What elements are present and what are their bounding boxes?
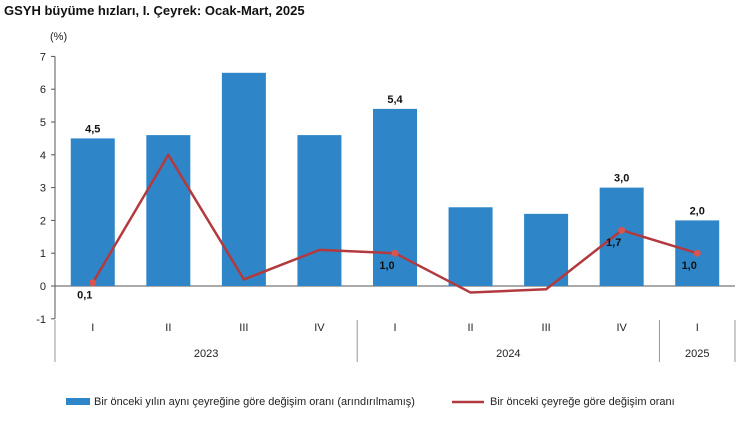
x-tick-label: II bbox=[467, 322, 473, 334]
line-data-label: 1,0 bbox=[379, 260, 394, 272]
legend-line-label: Bir önceki çeyreğe göre değişim oranı bbox=[490, 396, 675, 408]
bar bbox=[524, 213, 569, 286]
bar bbox=[448, 207, 493, 286]
y-axis-label: (%) bbox=[50, 31, 67, 43]
legend-bar-label: Bir önceki yılın aynı çeyreğine göre değ… bbox=[94, 396, 415, 408]
chart-title: GSYH büyüme hızları, I. Çeyrek: Ocak-Mar… bbox=[4, 3, 305, 18]
y-tick-label: 1 bbox=[40, 248, 46, 260]
bar bbox=[599, 187, 644, 286]
legend-bar-swatch bbox=[66, 398, 90, 405]
year-label: 2024 bbox=[496, 348, 520, 360]
bar-data-label: 5,4 bbox=[387, 94, 403, 106]
x-tick-label: IV bbox=[314, 322, 325, 334]
year-label: 2023 bbox=[194, 348, 218, 360]
line-data-label: 0,1 bbox=[77, 290, 92, 302]
line-data-label: 1,7 bbox=[606, 237, 621, 249]
year-label: 2025 bbox=[685, 348, 709, 360]
bar bbox=[146, 135, 191, 286]
y-tick-label: -1 bbox=[36, 314, 46, 326]
x-tick-label: III bbox=[239, 322, 248, 334]
line-point bbox=[391, 249, 399, 257]
line-point bbox=[618, 226, 626, 234]
y-tick-label: 5 bbox=[40, 117, 46, 129]
bar bbox=[221, 72, 266, 286]
line-data-label: 1,0 bbox=[682, 260, 697, 272]
bar-data-label: 3,0 bbox=[614, 173, 629, 185]
y-tick-label: 4 bbox=[40, 150, 46, 162]
x-tick-label: IV bbox=[616, 322, 627, 334]
x-tick-label: III bbox=[542, 322, 551, 334]
y-tick-label: 6 bbox=[40, 84, 46, 96]
line-point bbox=[89, 279, 97, 287]
y-tick-label: 3 bbox=[40, 183, 46, 195]
line-point bbox=[693, 249, 701, 257]
x-tick-label: I bbox=[696, 322, 699, 334]
x-tick-label: I bbox=[91, 322, 94, 334]
x-tick-label: II bbox=[165, 322, 171, 334]
bar-data-label: 2,0 bbox=[690, 205, 705, 217]
x-tick-label: I bbox=[393, 322, 396, 334]
y-tick-label: 2 bbox=[40, 215, 46, 227]
y-tick-label: 0 bbox=[40, 281, 46, 293]
bar bbox=[297, 135, 342, 286]
bar-data-label: 4,5 bbox=[85, 123, 100, 135]
bar bbox=[70, 138, 115, 286]
y-tick-label: 7 bbox=[40, 51, 46, 63]
